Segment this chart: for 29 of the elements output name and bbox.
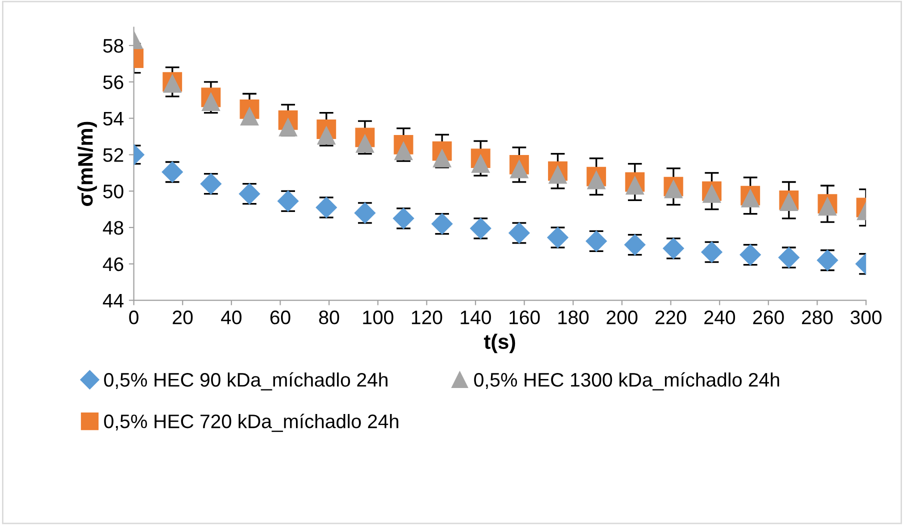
- y-tick-label: 54: [103, 112, 124, 126]
- y-axis-title: σ(mN/m): [77, 122, 97, 206]
- x-tick-label: 300: [850, 310, 882, 324]
- y-tick-label: 48: [102, 220, 124, 235]
- x-tick-label: 160: [510, 310, 540, 324]
- x-tick-label: 100: [363, 310, 394, 324]
- legend-label: 0,5% HEC 1300 kDa_míchadlo 24h: [474, 372, 780, 390]
- legend-label: 0,5% HEC 720 kDa_míchadlo 24h: [104, 414, 398, 432]
- x-tick-label: 40: [221, 310, 242, 324]
- x-tick-label: 0: [129, 310, 138, 324]
- x-tick-label: 280: [802, 310, 833, 324]
- x-tick-label: 140: [460, 310, 491, 324]
- x-axis-title: t(s): [484, 334, 516, 354]
- x-tick-label: 240: [704, 310, 736, 324]
- x-tick-label: 260: [753, 310, 784, 324]
- x-tick-label: 80: [319, 310, 340, 324]
- y-tick-label: 58: [103, 38, 124, 53]
- x-tick-label: 120: [412, 310, 442, 324]
- x-tick-label: 20: [172, 310, 193, 324]
- x-tick-label: 180: [558, 310, 589, 324]
- y-tick-label: 46: [102, 257, 124, 272]
- y-tick-label: 50: [103, 184, 124, 198]
- y-tick-label: 44: [102, 294, 124, 308]
- x-tick-label: 60: [270, 310, 290, 324]
- legend-label: 0,5% HEC 90 kDa_míchadlo 24h: [104, 372, 388, 390]
- y-tick-label: 52: [103, 148, 124, 162]
- x-tick-label: 220: [656, 310, 686, 324]
- x-tick-label: 200: [606, 310, 638, 324]
- y-tick-label: 56: [103, 75, 124, 90]
